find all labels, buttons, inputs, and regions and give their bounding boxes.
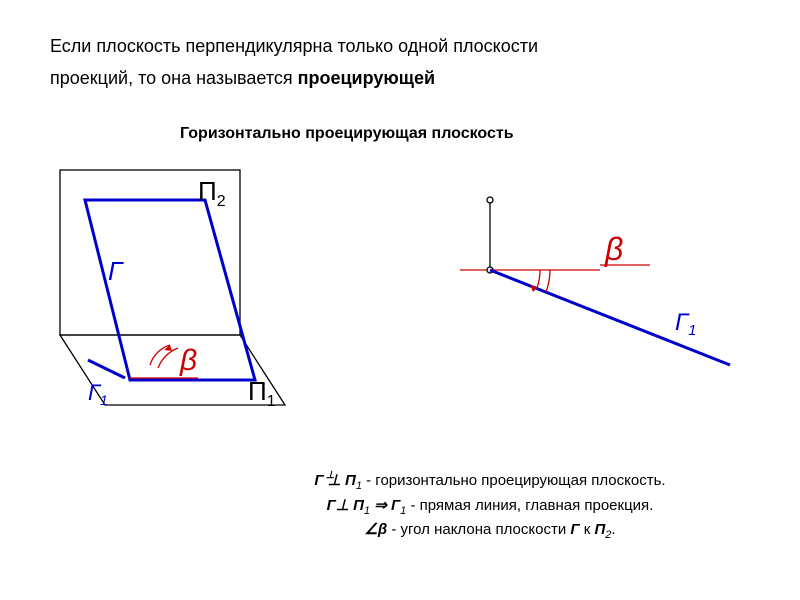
- label-p1: П1: [248, 376, 276, 410]
- label-gamma1: Г1: [88, 380, 108, 408]
- caption-l2-p1: П: [349, 497, 364, 514]
- caption-l1-post: - горизонтально проецирующая плоскость.: [362, 472, 666, 489]
- trace-g1-segment: [88, 360, 125, 378]
- caption-l3-g: Г: [570, 521, 579, 538]
- caption-l2-imp: ⇒: [370, 497, 391, 514]
- angle-beta-arc-right: [537, 270, 540, 288]
- intro-line2-bold: проецирующей: [298, 68, 435, 88]
- caption-l2-g: Г: [327, 497, 336, 514]
- caption-l2-post: - прямая линия, главная проекция.: [406, 497, 653, 514]
- caption-line2: Г⊥ П1 ⇒ Г1 - прямая линия, главная проек…: [230, 495, 750, 520]
- caption-l3-ang: ∠: [364, 521, 377, 538]
- caption-line1: Г ⊥⊥ П1 - горизонтально проецирующая пло…: [230, 470, 750, 495]
- caption-l3-to: к: [580, 521, 595, 538]
- diagram-3d: П2 П1 Г Г1 β: [30, 160, 300, 420]
- label-p2: П2: [198, 176, 226, 210]
- angle-beta-arc-right2: [546, 270, 550, 292]
- caption-l3-p2: П: [595, 521, 606, 538]
- angle-beta-arrow-right: [530, 284, 537, 292]
- caption-l1-perp: ⊥⊥: [328, 472, 341, 489]
- intro-line2-prefix: проекций, то она называется: [50, 68, 298, 88]
- caption-l2-g1: Г: [391, 497, 400, 514]
- label-beta-left: β: [179, 344, 197, 377]
- caption-line3: ∠β - угол наклона плоскости Г к П2.: [230, 519, 750, 544]
- intro-line1: Если плоскость перпендикулярна только од…: [50, 36, 538, 56]
- angle-beta-arc-left2: [158, 348, 178, 368]
- caption-l3-beta: β: [378, 521, 387, 538]
- caption-l3-mid: - угол наклона плоскости: [387, 521, 570, 538]
- label-beta-right: β: [604, 231, 623, 267]
- caption-l1-p: П: [341, 472, 356, 489]
- diagram-epure: β Г1: [400, 170, 750, 390]
- label-gamma1-right: Г1: [675, 309, 696, 339]
- trace-g1-line: [490, 270, 730, 365]
- intro-text: Если плоскость перпендикулярна только од…: [50, 30, 750, 95]
- subtitle: Горизонтально проецирующая плоскость: [180, 125, 514, 143]
- caption-l2-perp: ⊥: [336, 497, 349, 514]
- caption-l3-end: .: [611, 521, 615, 538]
- label-gamma: Г: [108, 256, 124, 286]
- caption-block: Г ⊥⊥ П1 - горизонтально проецирующая пло…: [230, 470, 750, 544]
- axis-top-node: [487, 197, 493, 203]
